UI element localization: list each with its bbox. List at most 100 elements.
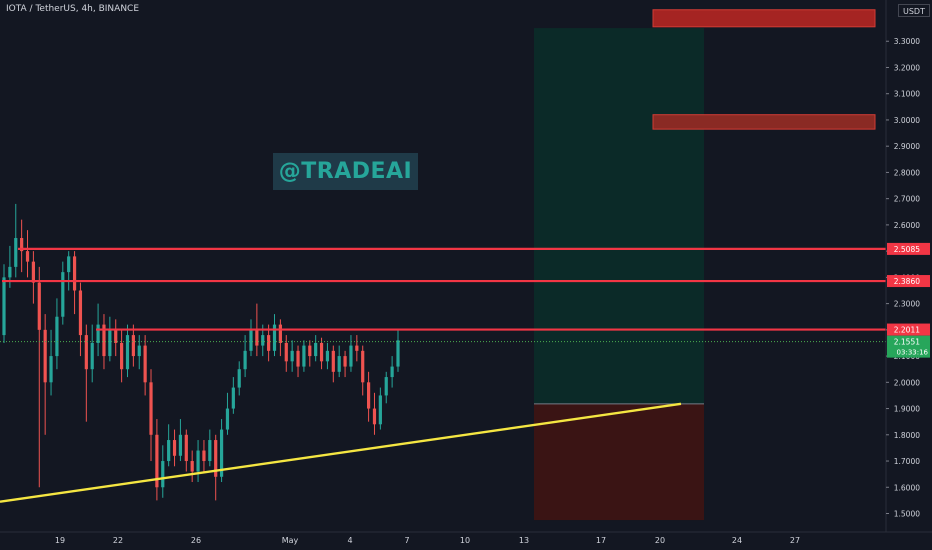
currency-label[interactable]: USDT — [898, 4, 930, 17]
candle — [120, 329, 124, 383]
candle-body — [96, 324, 100, 343]
supply-zone — [652, 114, 876, 130]
candle — [284, 335, 288, 372]
candle — [20, 219, 24, 273]
candle-body — [278, 324, 282, 343]
candle-body — [25, 251, 30, 262]
candle-body — [114, 329, 118, 343]
candle — [178, 419, 183, 462]
candle-body — [272, 324, 277, 351]
candle-body — [43, 329, 47, 383]
trendline-group[interactable] — [0, 402, 682, 503]
resistance-lines[interactable] — [0, 247, 886, 343]
candle-body — [331, 350, 335, 372]
time-axis[interactable]: 19 22 26 May 4 7 10 13 17 20 24 27 — [0, 531, 932, 545]
candle — [308, 340, 312, 367]
candle — [131, 324, 135, 367]
candle — [372, 392, 377, 435]
price-label-bg — [887, 242, 930, 255]
candle-countdown: 03:33:16 — [897, 349, 929, 357]
candle-body — [155, 434, 159, 488]
candle-body — [61, 272, 65, 317]
candle — [84, 324, 88, 422]
candle-body — [390, 366, 394, 378]
candle — [114, 319, 118, 357]
candle-body — [208, 440, 212, 462]
position-zones[interactable] — [534, 9, 876, 521]
time-tick-label: 10 — [460, 536, 470, 545]
candle-body — [361, 350, 365, 383]
time-tick-label: 13 — [519, 536, 529, 545]
candle-body — [372, 408, 377, 425]
price-axis[interactable]: 1.50001.60001.70001.80001.90002.00002.10… — [885, 0, 930, 532]
candle-body — [308, 345, 312, 357]
candle — [396, 329, 400, 372]
candle-body — [90, 342, 94, 370]
candle-body — [78, 290, 83, 336]
candle — [67, 251, 71, 291]
candle — [343, 350, 347, 378]
candle-body — [108, 329, 112, 357]
candle-body — [296, 350, 300, 367]
price-label-bg — [887, 323, 930, 336]
candle-body — [290, 350, 294, 362]
candle — [61, 261, 65, 325]
price-tick-label: 3.3000 — [894, 37, 920, 46]
candle — [302, 340, 306, 372]
candle-body — [349, 345, 353, 367]
profit-zone — [534, 28, 704, 404]
candle — [184, 429, 188, 472]
price-tick-label: 1.7000 — [894, 457, 920, 466]
candle — [43, 314, 47, 435]
candle-body — [319, 342, 324, 362]
candle — [267, 324, 271, 362]
price-label-bg — [887, 275, 930, 288]
time-tick-label: 19 — [55, 536, 65, 545]
candle — [149, 369, 153, 462]
candles — [2, 203, 400, 501]
candle — [296, 345, 300, 378]
candle — [14, 203, 18, 278]
time-tick-label: 27 — [790, 536, 800, 545]
candle — [90, 324, 94, 383]
candle-body — [219, 429, 224, 477]
candle-body — [55, 316, 59, 357]
candle-body — [337, 356, 341, 372]
time-tick-label: 4 — [347, 536, 352, 545]
candle — [31, 251, 36, 304]
candle-body — [202, 450, 206, 462]
price-tick-label: 1.9000 — [894, 405, 920, 414]
candle — [390, 356, 394, 388]
candle — [237, 361, 241, 396]
candle-body — [267, 335, 271, 351]
time-tick-label: 22 — [113, 536, 123, 545]
candle — [214, 434, 218, 501]
candle-body — [172, 440, 177, 456]
candle — [125, 324, 130, 378]
candle-body — [214, 440, 218, 477]
candle — [137, 335, 141, 370]
trendline — [0, 402, 682, 503]
price-tick-label: 2.9000 — [894, 142, 920, 151]
candle-body — [190, 461, 194, 472]
candle-body — [20, 238, 24, 252]
candle-body — [84, 335, 88, 370]
time-tick-label: May — [282, 536, 299, 545]
candle-body — [396, 340, 400, 367]
supply-zone — [652, 9, 876, 28]
candle-body — [378, 395, 382, 425]
time-tick-label: 20 — [655, 536, 665, 545]
price-tick-label: 3.2000 — [894, 63, 920, 72]
time-tick-label: 26 — [191, 536, 201, 545]
price-label: 2.2011 — [894, 326, 920, 335]
candle-body — [161, 461, 165, 488]
candle-body — [14, 238, 18, 267]
candle — [167, 424, 171, 467]
candle-body — [255, 329, 259, 346]
candle — [55, 298, 59, 370]
candle — [108, 316, 112, 362]
candle — [319, 337, 324, 370]
candle — [331, 345, 335, 383]
candle — [143, 335, 147, 396]
